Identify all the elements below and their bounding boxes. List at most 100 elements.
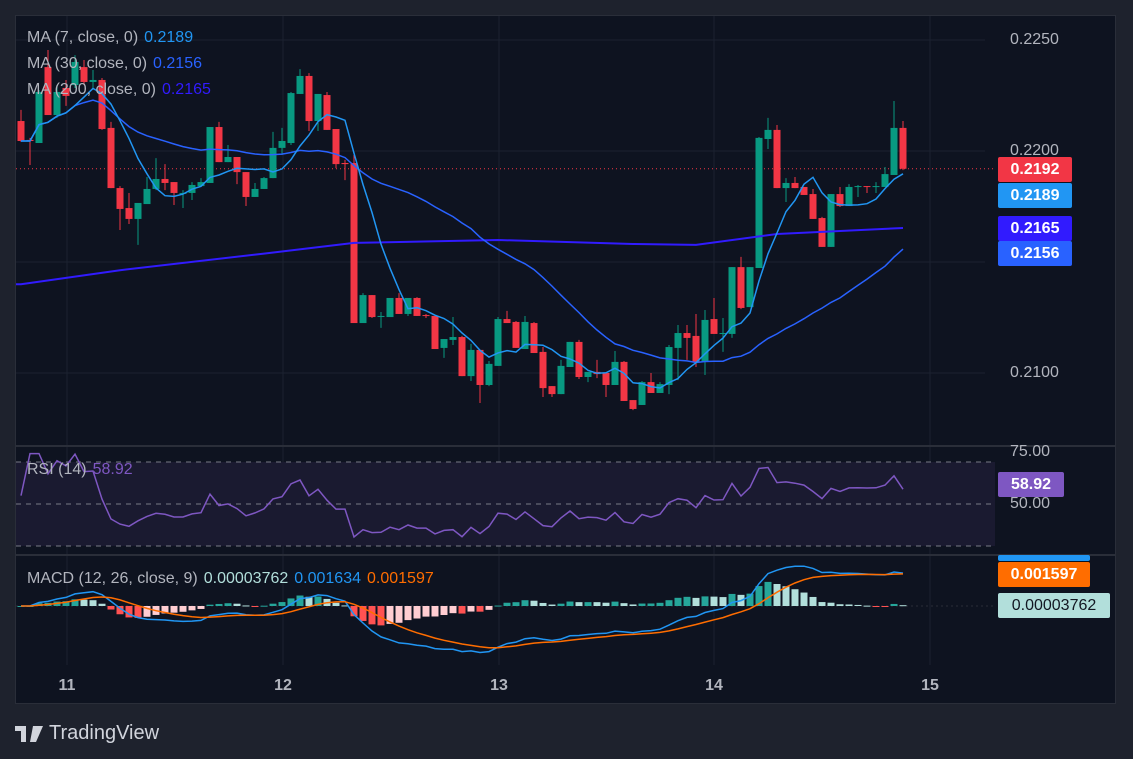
macd-histogram-bar (665, 600, 673, 606)
candle (836, 186, 844, 207)
candle-body (80, 67, 88, 82)
candle-body (512, 321, 520, 348)
candle-body (161, 178, 169, 183)
macd-histogram-bar (899, 605, 907, 607)
candle (152, 158, 160, 191)
candle (710, 297, 718, 334)
candle (593, 359, 601, 379)
candle-body (881, 174, 889, 187)
candle (827, 194, 835, 247)
candle-body (692, 335, 700, 362)
candle-body (737, 267, 745, 308)
macd-line (21, 565, 904, 654)
candle (296, 69, 304, 94)
macd-histogram-bar (710, 596, 718, 606)
price-tick: 0.2250 (1010, 31, 1059, 48)
candle (854, 184, 862, 197)
candle-body (719, 333, 727, 335)
ma200-line (16, 227, 904, 286)
candle-body (890, 127, 898, 175)
candle-body (548, 386, 556, 395)
candle (206, 127, 214, 183)
candle-body (314, 93, 322, 122)
candle-body (98, 79, 106, 130)
macd-histogram-bar (791, 589, 799, 606)
candle (620, 361, 628, 401)
macd-histogram-bar (566, 601, 574, 606)
macd-histogram-bar (296, 595, 304, 606)
candle (512, 321, 520, 348)
macd-histogram-bar (422, 606, 430, 617)
candle-body (359, 295, 367, 324)
candle-body (206, 127, 214, 183)
ma30-line (21, 99, 904, 364)
indicator-lines (16, 87, 904, 539)
candle-body (773, 129, 781, 189)
candle-body (395, 297, 403, 314)
macd-histogram-bar (602, 602, 610, 606)
candle-body (143, 188, 151, 205)
candle (359, 293, 367, 324)
candle-body (764, 129, 772, 140)
candle-body (242, 172, 250, 197)
macd-histogram-bar (503, 602, 511, 606)
candle (629, 400, 637, 411)
macd-histogram-bar (233, 603, 241, 606)
candle-body (170, 182, 178, 193)
legend-rsi[interactable]: RSI (14) 58.92 (27, 461, 139, 479)
macd-histogram-bar (872, 606, 880, 607)
candle-body (269, 147, 277, 179)
candle (764, 117, 772, 150)
candle (44, 49, 52, 116)
macd-histogram-bar (728, 593, 736, 606)
tradingview-logo[interactable]: TradingView (15, 722, 159, 745)
macd-histogram-bar (611, 601, 619, 606)
candle (800, 186, 808, 195)
legend-ma7[interactable]: MA (7, close, 0) 0.2189 (27, 29, 199, 47)
macd-histogram-bar (584, 602, 592, 606)
candle-body (458, 337, 466, 377)
chart-frame[interactable] (15, 15, 1116, 704)
macd-histogram-bar (305, 596, 313, 606)
candle (863, 186, 871, 193)
candle (899, 121, 907, 171)
macd-histogram-bar (494, 605, 502, 607)
time-tick: 11 (58, 677, 76, 694)
rsi-line (20, 452, 904, 539)
candle (341, 159, 349, 181)
candle (233, 156, 241, 185)
candle (134, 202, 142, 245)
legend-ma30[interactable]: MA (30, close, 0) 0.2156 (27, 55, 208, 73)
macd-histogram-bar (638, 603, 646, 606)
rsi-value: 58.92 (92, 461, 133, 478)
candle (224, 145, 232, 163)
legend-ma200[interactable]: MA (200, close, 0) 0.2165 (27, 81, 217, 99)
macd-histogram-bar (476, 606, 484, 612)
macd-histogram-bar (593, 602, 601, 606)
macd-histogram-bar (719, 597, 727, 606)
candle-body (404, 297, 412, 314)
candle-body (323, 95, 331, 130)
candle (440, 339, 448, 358)
macd-histogram-bar (377, 606, 385, 626)
ma200-value: 0.2165 (161, 81, 211, 98)
candle (395, 293, 403, 314)
candle-body (251, 188, 259, 197)
candle (548, 386, 556, 397)
macd-histogram-bar (62, 601, 70, 606)
rsi-tick: 50.00 (1010, 495, 1051, 512)
candles (17, 49, 907, 411)
legend-macd[interactable]: MACD (12, 26, close, 9) 0.00003762 0.00163… (27, 570, 440, 588)
candle (350, 154, 358, 324)
macd-histogram-bar (413, 606, 421, 619)
macd-label: MACD (12, 26, close, 9) (27, 570, 198, 587)
candle (431, 315, 439, 350)
candle (584, 371, 592, 383)
macd-histogram-bar (548, 604, 556, 606)
ma30-value: 0.2156 (153, 55, 202, 72)
ma7-line (21, 87, 904, 389)
ma30-price-tag: 0.2156 (998, 241, 1072, 266)
candle (575, 339, 583, 379)
ma7-price-tag: 0.2189 (998, 183, 1072, 208)
